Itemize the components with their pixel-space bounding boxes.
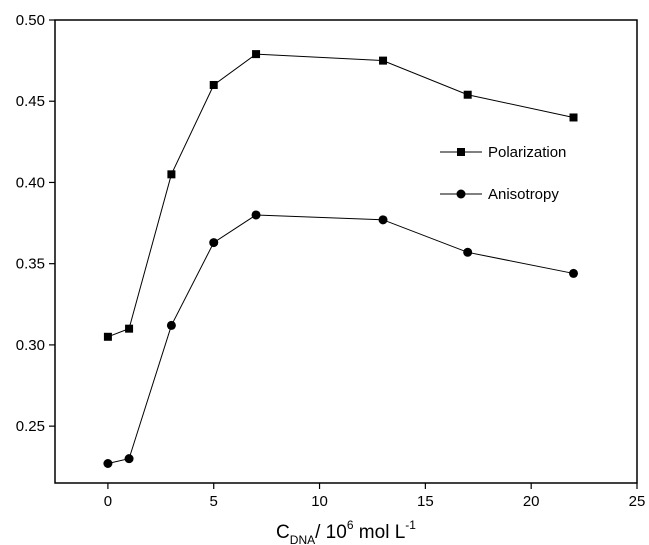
polarization-point bbox=[569, 113, 578, 122]
anisotropy-point bbox=[378, 215, 388, 225]
y-tick-label: 0.25 bbox=[16, 418, 45, 435]
axis-ticks: 0 5 10 15 20 25 0.25 0.30 0.35 0.40 0.45 0.50 bbox=[16, 12, 646, 510]
series-layer bbox=[103, 50, 579, 469]
x-axis-title-unit: mol L bbox=[354, 522, 406, 543]
legend-anisotropy-label: Anisotropy bbox=[488, 186, 559, 203]
anisotropy-point bbox=[166, 320, 176, 330]
anisotropy-point bbox=[251, 210, 261, 220]
y-tick-label: 0.35 bbox=[16, 256, 45, 273]
anisotropy-point bbox=[463, 247, 473, 257]
x-axis-title-main: C bbox=[276, 522, 290, 543]
legend-polarization-marker bbox=[457, 148, 465, 156]
polarization-point bbox=[103, 332, 112, 341]
polarization-line bbox=[107, 53, 574, 338]
x-tick-label: 10 bbox=[311, 493, 328, 510]
x-tick-label: 25 bbox=[629, 493, 646, 510]
polarization-point bbox=[209, 80, 218, 89]
anisotropy-line bbox=[107, 214, 574, 464]
legend-polarization-label: Polarization bbox=[488, 144, 566, 161]
x-axis-title-sup: 6 bbox=[347, 518, 354, 532]
y-tick-label: 0.30 bbox=[16, 337, 45, 354]
x-tick-label: 0 bbox=[104, 493, 112, 510]
y-tick-label: 0.40 bbox=[16, 174, 45, 191]
y-tick-label: 0.50 bbox=[16, 12, 45, 29]
legend: Polarization Anisotropy bbox=[440, 144, 566, 203]
anisotropy-point bbox=[103, 459, 113, 469]
polarization-point bbox=[463, 90, 472, 99]
x-axis-title-sub: DNA bbox=[290, 533, 315, 545]
polarization-point bbox=[252, 50, 261, 59]
x-axis-title-unit-sup: -1 bbox=[405, 518, 416, 532]
polarization-point bbox=[379, 56, 388, 65]
anisotropy-point bbox=[124, 454, 134, 464]
x-tick-label: 15 bbox=[417, 493, 434, 510]
x-tick-label: 5 bbox=[210, 493, 218, 510]
plot-frame bbox=[54, 19, 638, 484]
polarization-point bbox=[125, 324, 134, 333]
legend-anisotropy-marker bbox=[456, 189, 466, 199]
x-axis-title-mid: / 10 bbox=[315, 522, 347, 543]
x-tick-label: 20 bbox=[523, 493, 540, 510]
polarization-point bbox=[167, 170, 176, 179]
y-tick-label: 0.45 bbox=[16, 93, 45, 110]
anisotropy-point bbox=[569, 268, 579, 278]
anisotropy-point bbox=[209, 238, 219, 248]
x-axis-title: CDNA/ 106 mol L-1 bbox=[276, 518, 416, 545]
